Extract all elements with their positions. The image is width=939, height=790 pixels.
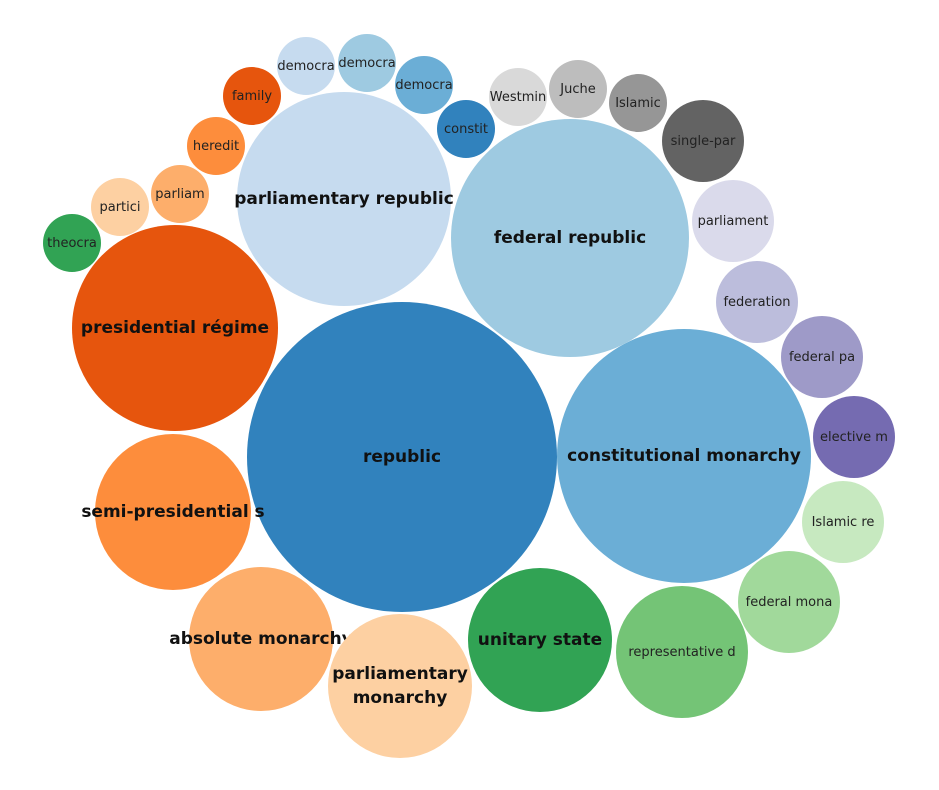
bubble-circle-family	[223, 67, 281, 125]
bubble-label-family: family	[232, 89, 272, 104]
bubble-representative-d: representative d	[616, 586, 748, 718]
bubble-label-parliament: parliament	[698, 214, 769, 229]
bubble-democra-2: democra	[338, 34, 396, 92]
bubble-presidential-regime: presidential régime	[72, 225, 278, 431]
bubble-label-islamic: Islamic	[615, 96, 661, 111]
bubble-circle-absolute-monarchy	[189, 567, 333, 711]
bubble-label-republic: republic	[363, 447, 441, 467]
bubble-label-democra-3: democra	[395, 78, 452, 93]
bubble-circle-representative-d	[616, 586, 748, 718]
bubble-circle-theocra	[43, 214, 101, 272]
bubble-label-democra-1: democra	[277, 59, 334, 74]
bubble-label-elective-m: elective m	[820, 430, 888, 445]
bubble-parliamentary-republic: parliamentary republic	[234, 92, 454, 306]
bubble-heredit: heredit	[187, 117, 245, 175]
bubble-circle-federal-pa	[781, 316, 863, 398]
bubble-label-parliamentary-republic: parliamentary republic	[234, 189, 454, 209]
bubble-label-presidential-regime: presidential régime	[81, 318, 269, 338]
bubble-circle-constit	[437, 100, 495, 158]
bubble-circle-parliament	[692, 180, 774, 262]
bubble-circle-republic	[247, 302, 557, 612]
bubble-label-islamic-re: Islamic re	[812, 515, 875, 530]
bubble-family: family	[223, 67, 281, 125]
bubble-federal-mona: federal mona	[738, 551, 840, 653]
bubble-constit: constit	[437, 100, 495, 158]
bubble-label-federal-republic: federal republic	[494, 228, 646, 248]
bubble-democra-1: democra	[277, 37, 335, 95]
bubble-label-heredit: heredit	[193, 139, 239, 154]
bubble-circle-parliamentary-republic	[237, 92, 451, 306]
bubble-circle-democra-1	[277, 37, 335, 95]
bubble-label-juche: Juche	[559, 82, 595, 97]
bubble-parliament: parliament	[692, 180, 774, 262]
bubble-label-semi-presidential-s: semi-presidential s	[81, 502, 264, 522]
bubble-circle-single-par	[662, 100, 744, 182]
bubble-circle-islamic	[609, 74, 667, 132]
bubble-westmin: Westmin	[489, 68, 547, 126]
bubble-label-constitutional-monarchy: constitutional monarchy	[567, 446, 801, 466]
bubble-circle-parliam	[151, 165, 209, 223]
bubble-islamic: Islamic	[609, 74, 667, 132]
bubble-circle-democra-3	[395, 56, 453, 114]
bubble-label-theocra: theocra	[47, 236, 97, 251]
bubble-juche: Juche	[549, 60, 607, 118]
bubble-label-federation: federation	[723, 295, 790, 310]
bubble-islamic-re: Islamic re	[802, 481, 884, 563]
bubble-elective-m: elective m	[813, 396, 895, 478]
bubble-label-federal-mona: federal mona	[746, 595, 833, 610]
bubble-label-representative-d: representative d	[628, 645, 735, 660]
bubble-circle-juche	[549, 60, 607, 118]
bubble-label-partici: partici	[99, 200, 140, 215]
bubble-circle-presidential-regime	[72, 225, 278, 431]
bubble-circle-heredit	[187, 117, 245, 175]
bubble-circle-semi-presidential-s	[95, 434, 251, 590]
bubble-unitary-state: unitary state	[468, 568, 612, 712]
bubble-circle-federation	[716, 261, 798, 343]
bubble-circle-westmin	[489, 68, 547, 126]
bubble-circle-partici	[91, 178, 149, 236]
bubble-circle-federal-mona	[738, 551, 840, 653]
bubble-label-single-par: single-par	[671, 134, 736, 149]
bubble-semi-presidential-s: semi-presidential s	[81, 434, 265, 590]
bubble-circle-elective-m	[813, 396, 895, 478]
bubble-circle-parliamentary-monarchy	[328, 614, 472, 758]
bubble-label-federal-pa: federal pa	[789, 350, 855, 365]
bubble-parliamentary-monarchy: parliamentary monarchy	[328, 614, 472, 758]
bubble-absolute-monarchy: absolute monarchy	[169, 567, 353, 711]
bubble-label-parliam: parliam	[155, 187, 204, 202]
bubble-federal-pa: federal pa	[781, 316, 863, 398]
bubble-label-parliamentary-monarchy: parliamentary monarchy	[332, 664, 468, 708]
bubble-parliam: parliam	[151, 165, 209, 223]
bubble-circle-constitutional-monarchy	[557, 329, 811, 583]
bubble-label-westmin: Westmin	[490, 90, 546, 105]
bubble-label-unitary-state: unitary state	[478, 630, 602, 650]
bubble-theocra: theocra	[43, 214, 101, 272]
bubble-circle-democra-2	[338, 34, 396, 92]
bubble-label-constit: constit	[444, 122, 488, 137]
bubble-democra-3: democra	[395, 56, 453, 114]
bubble-constitutional-monarchy: constitutional monarchy	[557, 329, 811, 583]
bubble-label-absolute-monarchy: absolute monarchy	[169, 629, 353, 649]
bubble-single-par: single-par	[662, 100, 744, 182]
bubble-partici: partici	[91, 178, 149, 236]
bubble-republic: republic	[247, 302, 557, 612]
bubble-circle-federal-republic	[451, 119, 689, 357]
bubble-label-democra-2: democra	[338, 56, 395, 71]
bubble-circle-unitary-state	[468, 568, 612, 712]
bubble-federal-republic: federal republic	[451, 119, 689, 357]
bubble-circle-islamic-re	[802, 481, 884, 563]
bubble-federation: federation	[716, 261, 798, 343]
